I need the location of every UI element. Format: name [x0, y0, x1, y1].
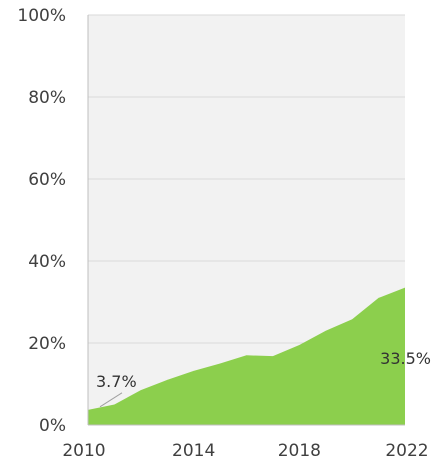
- y-tick-label-40: 40%: [28, 252, 66, 272]
- y-tick-label-20: 20%: [28, 334, 66, 354]
- x-tick-label-2014: 2014: [172, 441, 215, 461]
- x-tick-label-2010: 2010: [62, 441, 105, 461]
- x-tick-label-2022: 2022: [385, 441, 428, 461]
- data-label-start: 3.7%: [96, 372, 137, 391]
- series-area: [88, 287, 405, 425]
- data-label-end: 33.5%: [380, 349, 431, 368]
- y-tick-label-0: 0%: [39, 416, 66, 436]
- x-tick-label-2018: 2018: [278, 441, 321, 461]
- y-tick-label-100: 100%: [17, 6, 66, 26]
- y-tick-label-60: 60%: [28, 170, 66, 190]
- annotation-leader-start: [99, 392, 123, 408]
- y-tick-label-80: 80%: [28, 88, 66, 108]
